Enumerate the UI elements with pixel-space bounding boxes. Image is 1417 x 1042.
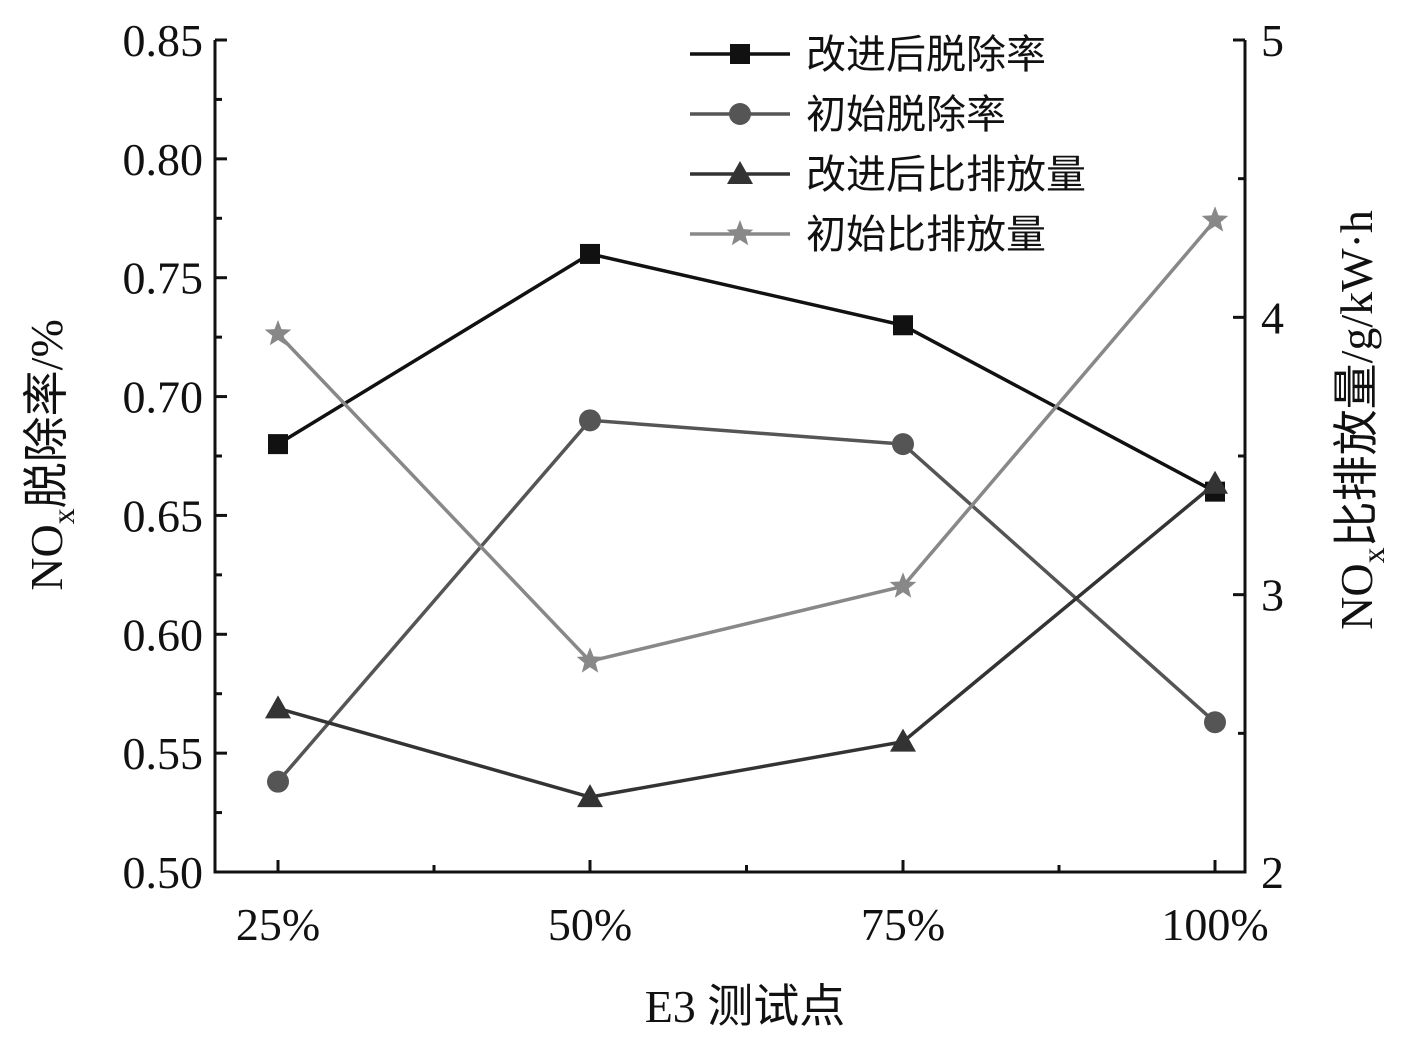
series-4-line <box>276 219 1217 664</box>
y-right-tick-label: 2 <box>1261 847 1284 898</box>
y-left-title-sub: x <box>45 508 81 524</box>
y-left-title-rest: 脱除率/% <box>21 319 72 508</box>
series-3-line <box>277 482 1217 799</box>
y-left-tick-label: 0.55 <box>123 728 204 779</box>
series-4-point <box>576 647 604 673</box>
legend-label: 初始比排放量 <box>806 212 1046 258</box>
y-left-tick-label: 0.70 <box>123 372 204 423</box>
series-4-point <box>264 320 292 346</box>
series-4-point <box>889 572 917 598</box>
plot-frame <box>213 40 1247 874</box>
y-left-tick-label: 0.65 <box>123 490 204 541</box>
legend-marker <box>730 44 750 64</box>
axes: 0.50 0.55 0.60 0.65 0.70 0.75 0.80 0.85 2 3 4 5 25% 5… <box>123 15 1285 950</box>
series-4-point <box>1201 206 1229 232</box>
y-right-title-main: NO <box>1331 563 1382 629</box>
y-left-axis-title: NOx脱除率/% <box>21 319 81 591</box>
y-left-tick-label: 0.60 <box>123 609 204 660</box>
x-tick-label: 25% <box>236 899 320 950</box>
x-axis-title: E3 测试点 <box>645 981 846 1032</box>
y-right-title-sub: x <box>1355 547 1391 563</box>
legend-label: 改进后比排放量 <box>806 152 1086 198</box>
series-layer <box>264 206 1229 808</box>
series-2-point <box>892 433 914 456</box>
y-left-tick-label: 0.85 <box>123 15 204 66</box>
y-left-tick-label: 0.80 <box>123 134 204 185</box>
series-2-line <box>276 418 1217 783</box>
x-tick-label: 50% <box>548 899 632 950</box>
y-left-title-main: NO <box>21 524 72 590</box>
series-1-point <box>580 243 600 264</box>
series-1-point <box>893 315 913 336</box>
series-2 <box>267 409 1226 793</box>
series-1-point <box>268 434 288 455</box>
legend-marker <box>729 103 751 125</box>
x-tick-label: 75% <box>861 899 945 950</box>
legend-label: 初始脱除率 <box>806 92 1006 138</box>
y-left-tick-label: 0.50 <box>123 847 204 898</box>
series-2-point <box>267 770 289 793</box>
legend-marker <box>726 220 754 246</box>
legend-label: 改进后脱除率 <box>806 32 1046 78</box>
series-3 <box>265 470 1228 808</box>
series-3-point <box>890 728 916 752</box>
series-3-point <box>265 695 291 719</box>
series-2-point <box>1204 711 1226 734</box>
y-left-tick-label: 0.75 <box>123 253 204 304</box>
series-3-point <box>1202 470 1228 494</box>
y-right-tick-label: 3 <box>1261 570 1284 621</box>
series-1-line <box>277 252 1216 494</box>
y-right-title-rest: 比排放量/g/kW·h <box>1331 210 1382 547</box>
y-right-tick-label: 5 <box>1261 15 1284 66</box>
y-right-axis-title: NOx比排放量/g/kW·h <box>1331 210 1391 630</box>
legend-marker <box>727 161 753 184</box>
series-2-point <box>579 409 601 432</box>
series-4 <box>264 206 1229 673</box>
y-right-tick-label: 4 <box>1261 292 1284 343</box>
x-tick-label: 100% <box>1161 899 1268 950</box>
series-3-point <box>577 784 603 808</box>
series-1 <box>268 243 1225 502</box>
